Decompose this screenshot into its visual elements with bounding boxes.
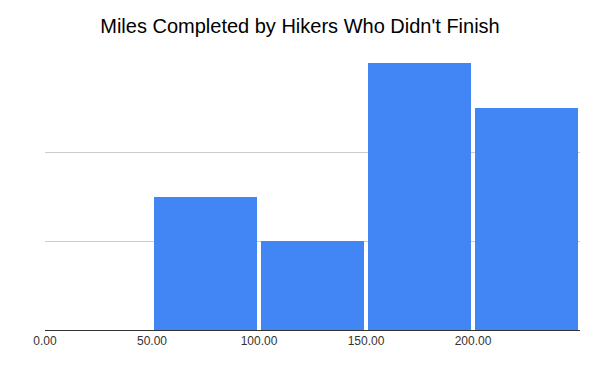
svg-text:150.00: 150.00 [348, 334, 385, 348]
svg-text:200.00: 200.00 [455, 334, 492, 348]
svg-text:50.00: 50.00 [137, 334, 167, 348]
svg-text:100.00: 100.00 [241, 334, 278, 348]
svg-text:Miles Completed by Hikers Who: Miles Completed by Hikers Who Didn't Fin… [100, 15, 500, 37]
svg-text:0.00: 0.00 [33, 334, 57, 348]
